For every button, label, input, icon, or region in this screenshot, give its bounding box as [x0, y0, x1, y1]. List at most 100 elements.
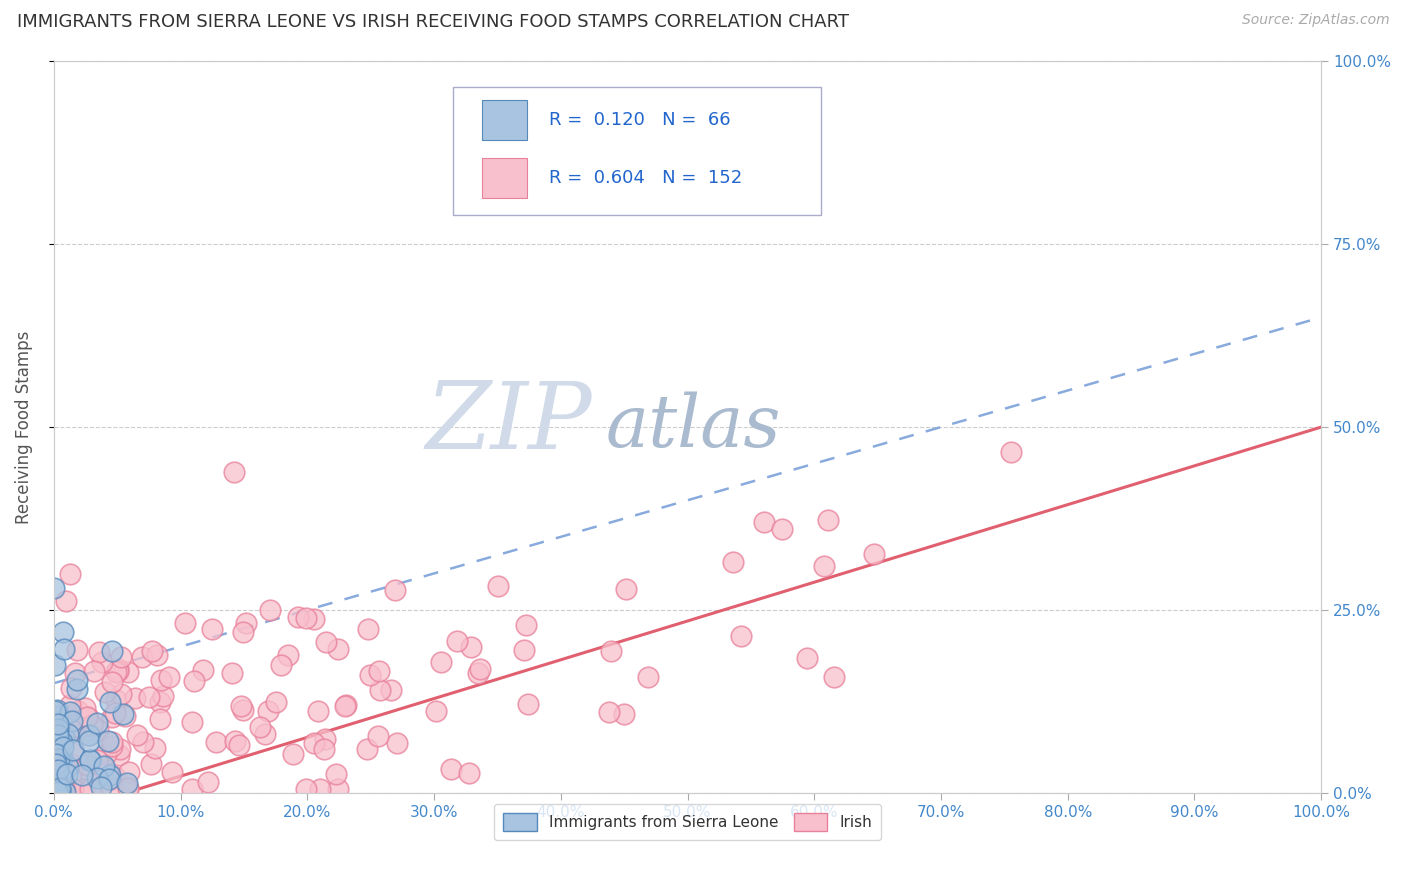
- Point: [325, 767, 347, 781]
- Point: [315, 634, 337, 648]
- Point: [257, 704, 280, 718]
- Point: [287, 610, 309, 624]
- Point: [90, 780, 112, 794]
- Point: [149, 712, 172, 726]
- Point: [356, 742, 378, 756]
- Point: [49, 784, 72, 798]
- Point: [101, 710, 124, 724]
- Text: IMMIGRANTS FROM SIERRA LEONE VS IRISH RECEIVING FOOD STAMPS CORRELATION CHART: IMMIGRANTS FROM SIERRA LEONE VS IRISH RE…: [17, 13, 849, 31]
- Point: [254, 727, 277, 741]
- Point: [326, 782, 349, 797]
- Point: [94, 685, 117, 699]
- Text: R =  0.120   N =  66: R = 0.120 N = 66: [550, 111, 731, 129]
- Point: [87, 723, 110, 737]
- Point: [598, 705, 620, 719]
- Point: [45, 784, 67, 798]
- Point: [66, 681, 89, 696]
- Point: [103, 706, 125, 720]
- Point: [94, 747, 117, 761]
- Point: [52, 624, 75, 639]
- Point: [44, 759, 66, 773]
- Point: [59, 698, 82, 712]
- Point: [93, 759, 115, 773]
- Point: [45, 756, 67, 771]
- Point: [48, 745, 70, 759]
- Point: [49, 770, 72, 784]
- Point: [512, 643, 534, 657]
- Point: [197, 775, 219, 789]
- Point: [180, 714, 202, 729]
- Point: [60, 767, 83, 781]
- Point: [46, 703, 69, 717]
- Point: [76, 710, 98, 724]
- Point: [86, 715, 108, 730]
- Point: [55, 767, 77, 781]
- Point: [59, 706, 82, 720]
- Point: [385, 736, 408, 750]
- Point: [183, 673, 205, 688]
- Point: [143, 740, 166, 755]
- Point: [69, 722, 91, 736]
- Point: [46, 728, 69, 742]
- Point: [200, 622, 222, 636]
- Point: [76, 758, 98, 772]
- Point: [384, 582, 406, 597]
- Point: [58, 726, 80, 740]
- Point: [460, 640, 482, 654]
- Point: [124, 690, 146, 705]
- Point: [259, 602, 281, 616]
- Point: [51, 782, 73, 797]
- Point: [65, 673, 87, 687]
- Point: [721, 555, 744, 569]
- Point: [132, 735, 155, 749]
- Point: [49, 784, 72, 798]
- Point: [141, 756, 163, 771]
- Point: [224, 465, 246, 479]
- Point: [380, 682, 402, 697]
- Point: [62, 743, 84, 757]
- Point: [180, 782, 202, 797]
- Point: [333, 699, 356, 714]
- Point: [468, 662, 491, 676]
- Point: [79, 754, 101, 768]
- Point: [157, 670, 180, 684]
- Point: [52, 782, 75, 797]
- Point: [823, 670, 845, 684]
- Point: [614, 582, 637, 596]
- Point: [326, 642, 349, 657]
- Point: [89, 645, 111, 659]
- Point: [486, 579, 509, 593]
- Text: ZIP: ZIP: [426, 378, 592, 468]
- Point: [46, 766, 69, 780]
- Point: [235, 615, 257, 630]
- Point: [97, 772, 120, 786]
- Point: [104, 665, 127, 679]
- Point: [446, 634, 468, 648]
- Point: [270, 658, 292, 673]
- Point: [83, 664, 105, 678]
- Point: [817, 513, 839, 527]
- Point: [146, 648, 169, 662]
- Point: [224, 734, 246, 748]
- Point: [149, 695, 172, 709]
- Point: [58, 759, 80, 773]
- Point: [221, 666, 243, 681]
- Point: [59, 681, 82, 695]
- Point: [44, 784, 66, 798]
- Point: [309, 782, 332, 797]
- Point: [80, 769, 103, 783]
- Point: [228, 738, 250, 752]
- Point: [91, 760, 114, 774]
- Point: [79, 753, 101, 767]
- Point: [110, 687, 132, 701]
- Point: [56, 714, 79, 729]
- Point: [425, 704, 447, 718]
- Point: [730, 629, 752, 643]
- Point: [368, 683, 391, 698]
- Point: [51, 751, 73, 765]
- Point: [100, 782, 122, 797]
- Point: [307, 705, 329, 719]
- Legend: Immigrants from Sierra Leone, Irish: Immigrants from Sierra Leone, Irish: [494, 805, 882, 840]
- Point: [51, 743, 73, 757]
- Point: [117, 781, 139, 796]
